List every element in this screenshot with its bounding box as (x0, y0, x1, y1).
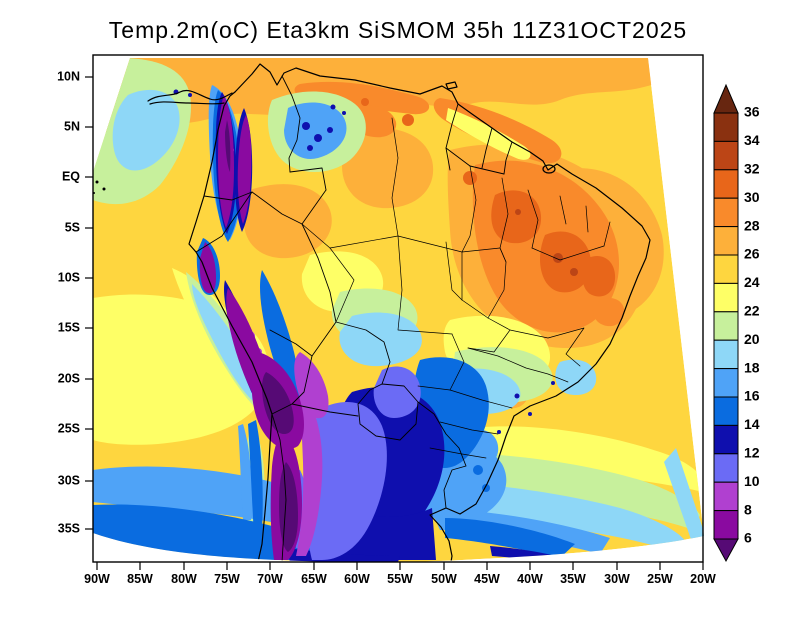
map-title: Temp.2m(oC) Eta3km SiSMOM 35h 11Z31OCT20… (109, 17, 687, 43)
lat-tick-label: 10S (58, 270, 80, 284)
lon-tick-label: 65W (301, 572, 327, 586)
colorbar-cell (713, 510, 739, 540)
colorbar-arrow-bottom (713, 538, 739, 563)
colorbar: 36 34 32 30 28 26 24 22 20 18 16 14 12 10 8 6 (713, 83, 760, 563)
geography (93, 63, 651, 563)
colorbar-label: 14 (744, 416, 760, 432)
colorbar-cell (713, 226, 739, 256)
lat-tick-label: 5S (65, 220, 80, 234)
colorbar-arrow-top (713, 83, 739, 114)
lon-tick-label: 90W (84, 572, 110, 586)
colorbar-label: 22 (744, 303, 760, 319)
lon-tick-label: 40W (517, 572, 543, 586)
lon-tick-label: 80W (171, 572, 197, 586)
colorbar-label: 8 (744, 501, 752, 517)
temperature-field (93, 58, 704, 563)
coastline (93, 63, 651, 563)
lat-tick-label: 20S (58, 371, 80, 385)
colorbar-cell (713, 197, 739, 228)
lon-tick-label: 55W (387, 572, 413, 586)
colorbar-label: 24 (744, 274, 760, 290)
lon-tick-label: 30W (604, 572, 630, 586)
lat-tick-label: 35S (58, 521, 80, 535)
lon-tick-label: 75W (214, 572, 240, 586)
colorbar-label: 32 (744, 161, 760, 177)
state-borders (301, 117, 611, 459)
lon-tick-label: 20W (690, 572, 716, 586)
longitude-axis: 90W 85W 80W 75W 70W 65W 60W 55W 50W 45W 40W 35W 30W 2… (84, 562, 716, 586)
colorbar-cell (713, 339, 739, 370)
colorbar-cell (713, 453, 739, 483)
lat-tick-label: 15S (58, 320, 80, 334)
band-32-34 (515, 209, 578, 276)
colorbar-cell (713, 254, 739, 284)
lat-tick-label: 25S (58, 421, 80, 435)
lat-tick-label: 10N (57, 69, 80, 83)
colorbar-cell (713, 282, 739, 313)
colorbar-label: 16 (744, 388, 760, 404)
colorbar-cell (713, 140, 739, 171)
lon-tick-label: 50W (431, 572, 457, 586)
colorbar-cell (713, 396, 739, 426)
colorbar-cell (713, 481, 739, 512)
lat-tick-label: 5N (64, 119, 80, 133)
colorbar-label: 36 (744, 104, 760, 120)
lat-tick-label: 30S (58, 473, 80, 487)
colorbar-label: 34 (744, 132, 760, 148)
lon-tick-label: 25W (647, 572, 673, 586)
colorbar-label: 30 (744, 189, 760, 205)
colorbar-label: 6 (744, 530, 752, 546)
lon-tick-label: 35W (560, 572, 586, 586)
colorbar-label: 18 (744, 359, 760, 375)
colorbar-cell (713, 169, 739, 199)
colorbar-cell (713, 311, 739, 341)
lon-tick-label: 85W (127, 572, 153, 586)
colorbar-label: 28 (744, 217, 760, 233)
country-borders (195, 75, 513, 563)
colorbar-cell (713, 368, 739, 398)
colorbar-cell (713, 424, 739, 455)
plot-frame (92, 54, 704, 563)
band-30-32 (361, 98, 616, 297)
lon-tick-label: 70W (257, 572, 283, 586)
colorbar-label: 10 (744, 473, 760, 489)
colorbar-label: 12 (744, 445, 760, 461)
latitude-axis: 10N 5N EQ 5S 10S 15S 20S 25S 30S 35S (57, 69, 93, 535)
colorbar-label: 26 (744, 246, 760, 262)
lat-tick-label: EQ (62, 169, 80, 183)
colorbar-cell (713, 112, 739, 142)
colorbar-label: 20 (744, 331, 760, 347)
lon-tick-label: 60W (344, 572, 370, 586)
lon-tick-label: 45W (474, 572, 500, 586)
